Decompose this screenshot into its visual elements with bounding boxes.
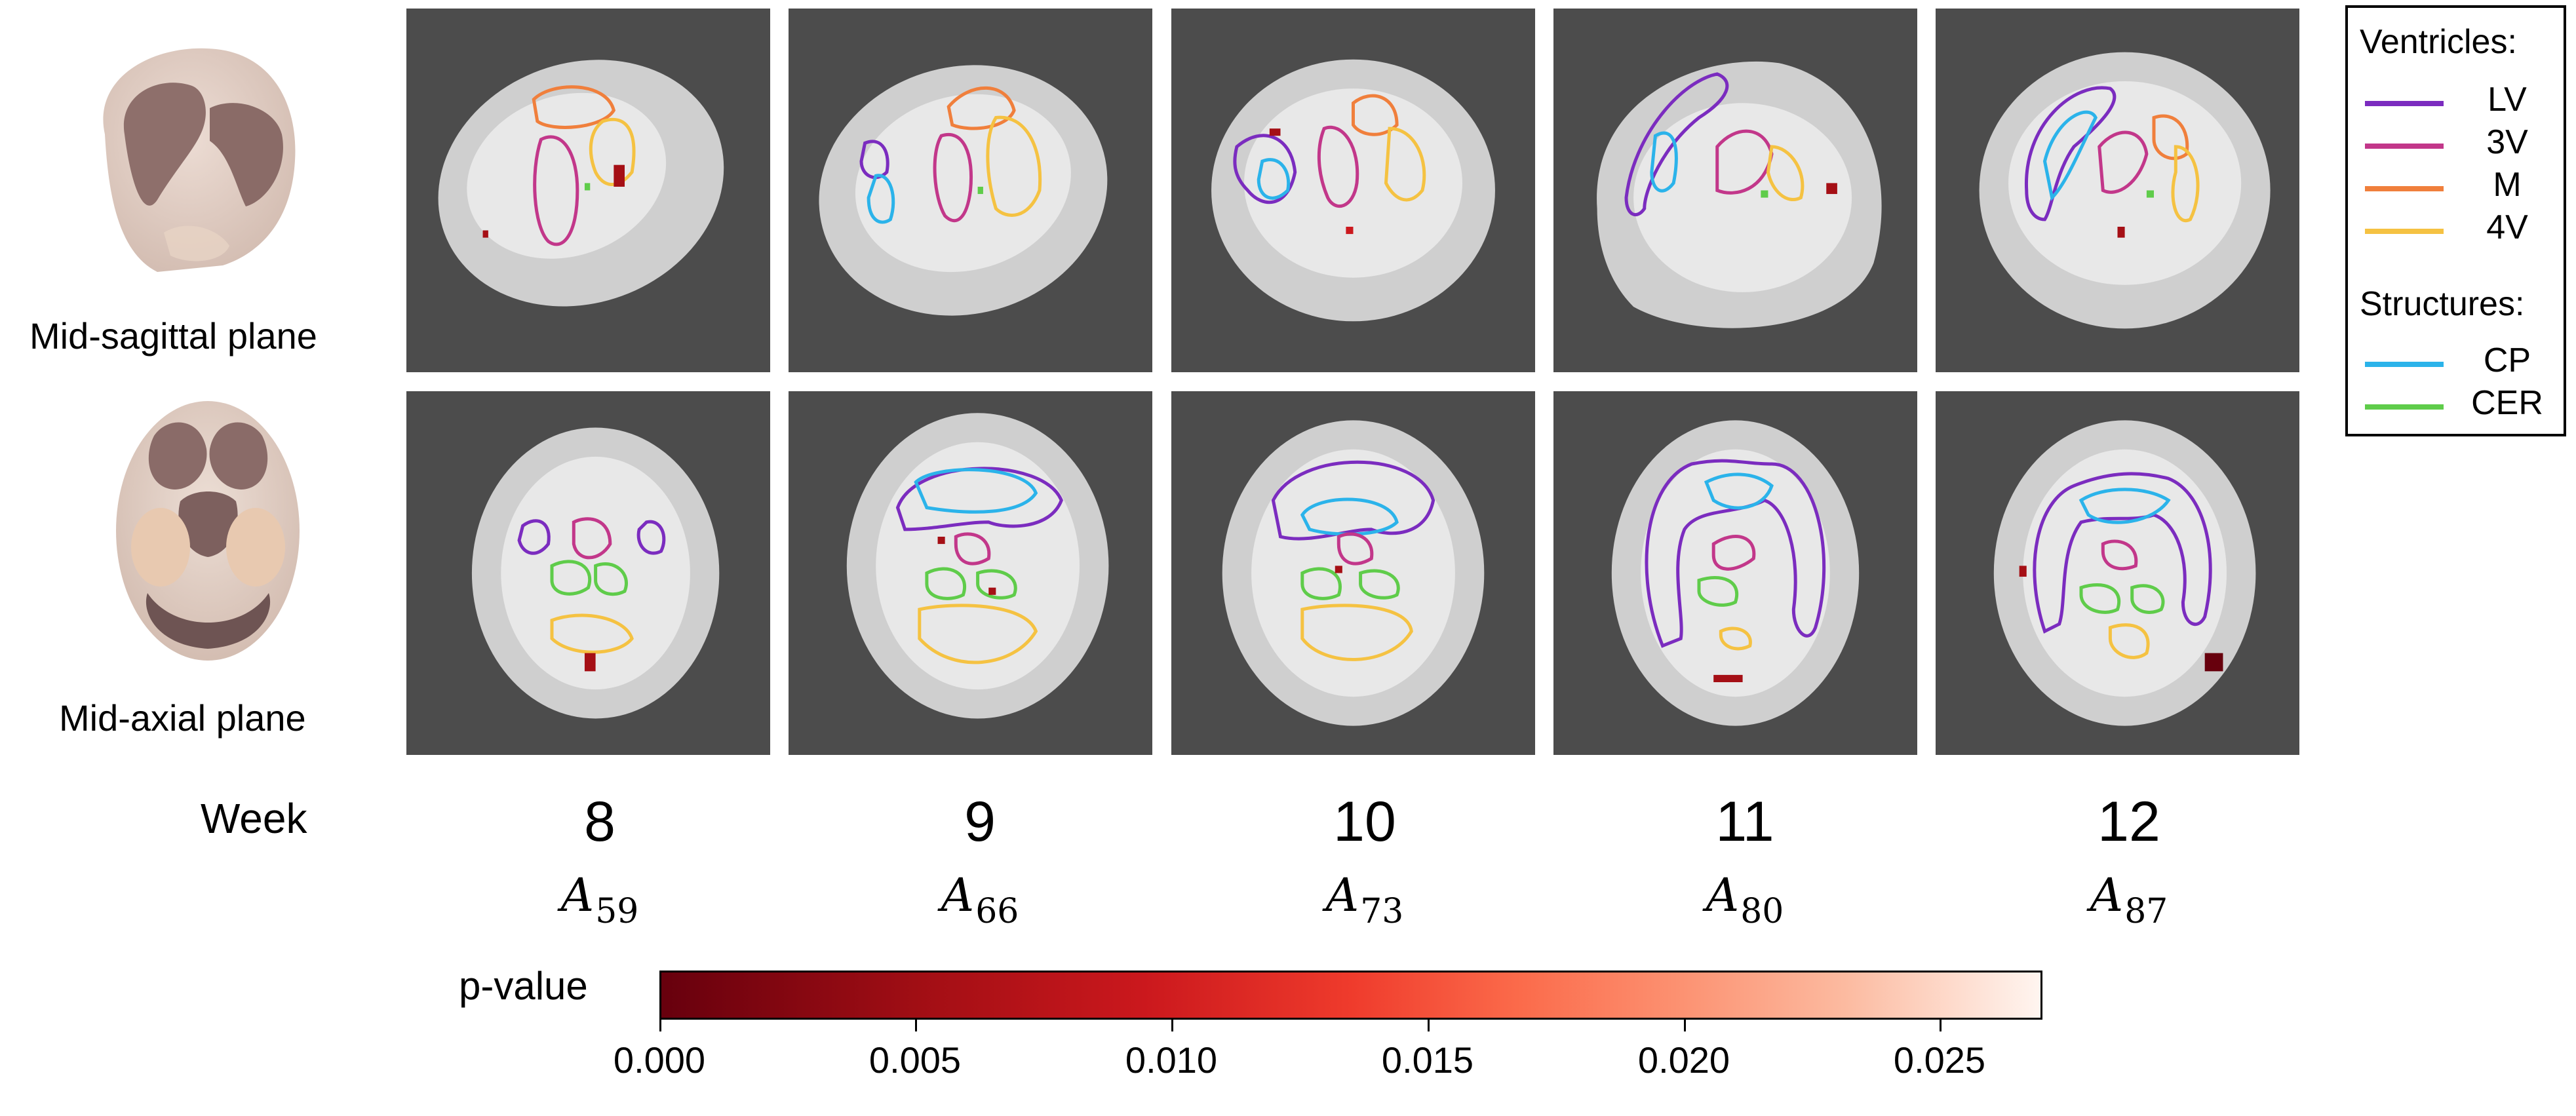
colorbar-tick-label: 0.005 [868, 1039, 962, 1081]
colorbar-tick [1171, 1020, 1173, 1031]
week-label: 12 [2098, 790, 2160, 853]
legend-box: Ventricles: LV 3V M 4V Structures: CP CE… [2345, 5, 2566, 436]
atlas-label: A73 [1325, 868, 1404, 931]
legend-ventricles-title: Ventricles: [2360, 23, 2517, 61]
atlas-label: A66 [941, 868, 1019, 931]
axial-panel-week-12 [1936, 391, 2299, 755]
axial-panel-week-10 [1171, 391, 1535, 755]
sagittal-panel-week-12 [1936, 9, 2299, 372]
atlas-label: A59 [560, 868, 639, 931]
colorbar-tick-label: 0.015 [1381, 1039, 1474, 1081]
legend-label-4v: 4V [2486, 208, 2528, 246]
legend-label-3v: 3V [2486, 123, 2528, 161]
week-label: 8 [584, 790, 615, 853]
axial-panel-week-9 [789, 391, 1152, 755]
week-axis-label: Week [201, 795, 307, 842]
week-label: 9 [964, 790, 996, 853]
legend-structures-title: Structures: [2360, 285, 2525, 323]
colorbar-tick-label: 0.025 [1893, 1039, 1986, 1081]
sagittal-panel-week-8 [406, 9, 770, 372]
legend-label-cp: CP [2483, 341, 2531, 379]
legend-swatch-lv [2365, 101, 2444, 106]
atlas-label: A87 [2090, 868, 2168, 931]
colorbar-tick-label: 0.010 [1125, 1039, 1218, 1081]
sagittal-panel-week-11 [1553, 9, 1917, 372]
axial-panel-week-11 [1553, 391, 1917, 755]
colorbar-tick [915, 1020, 917, 1031]
row-label-sagittal: Mid-sagittal plane [29, 315, 317, 356]
sagittal-panel-week-9 [789, 9, 1152, 372]
week-label: 11 [1715, 790, 1774, 853]
colorbar-tick [1684, 1020, 1686, 1031]
row-label-axial: Mid-axial plane [59, 697, 306, 739]
legend-swatch-4v [2365, 229, 2444, 234]
p-value-colorbar [659, 971, 2042, 1020]
legend-swatch-cer [2365, 404, 2444, 410]
colorbar-label: p-value [459, 964, 588, 1008]
legend-label-lv: LV [2488, 81, 2527, 119]
atlas-label: A80 [1706, 868, 1784, 931]
legend-swatch-cp [2365, 362, 2444, 367]
colorbar-tick-label: 0.000 [613, 1039, 706, 1081]
colorbar-tick [1428, 1020, 1430, 1031]
colorbar-tick [1940, 1020, 1942, 1031]
legend-swatch-3v [2365, 144, 2444, 149]
week-label: 10 [1333, 790, 1396, 853]
legend-label-m: M [2493, 166, 2522, 204]
sagittal-panel-week-10 [1171, 9, 1535, 372]
axial-3d-brain-model [108, 396, 308, 668]
legend-swatch-m [2365, 186, 2444, 191]
colorbar-tick-label: 0.020 [1637, 1039, 1730, 1081]
axial-panel-week-8 [406, 391, 770, 755]
legend-label-cer: CER [2471, 384, 2543, 422]
sagittal-3d-brain-model [79, 36, 302, 305]
colorbar-tick [659, 1020, 661, 1031]
